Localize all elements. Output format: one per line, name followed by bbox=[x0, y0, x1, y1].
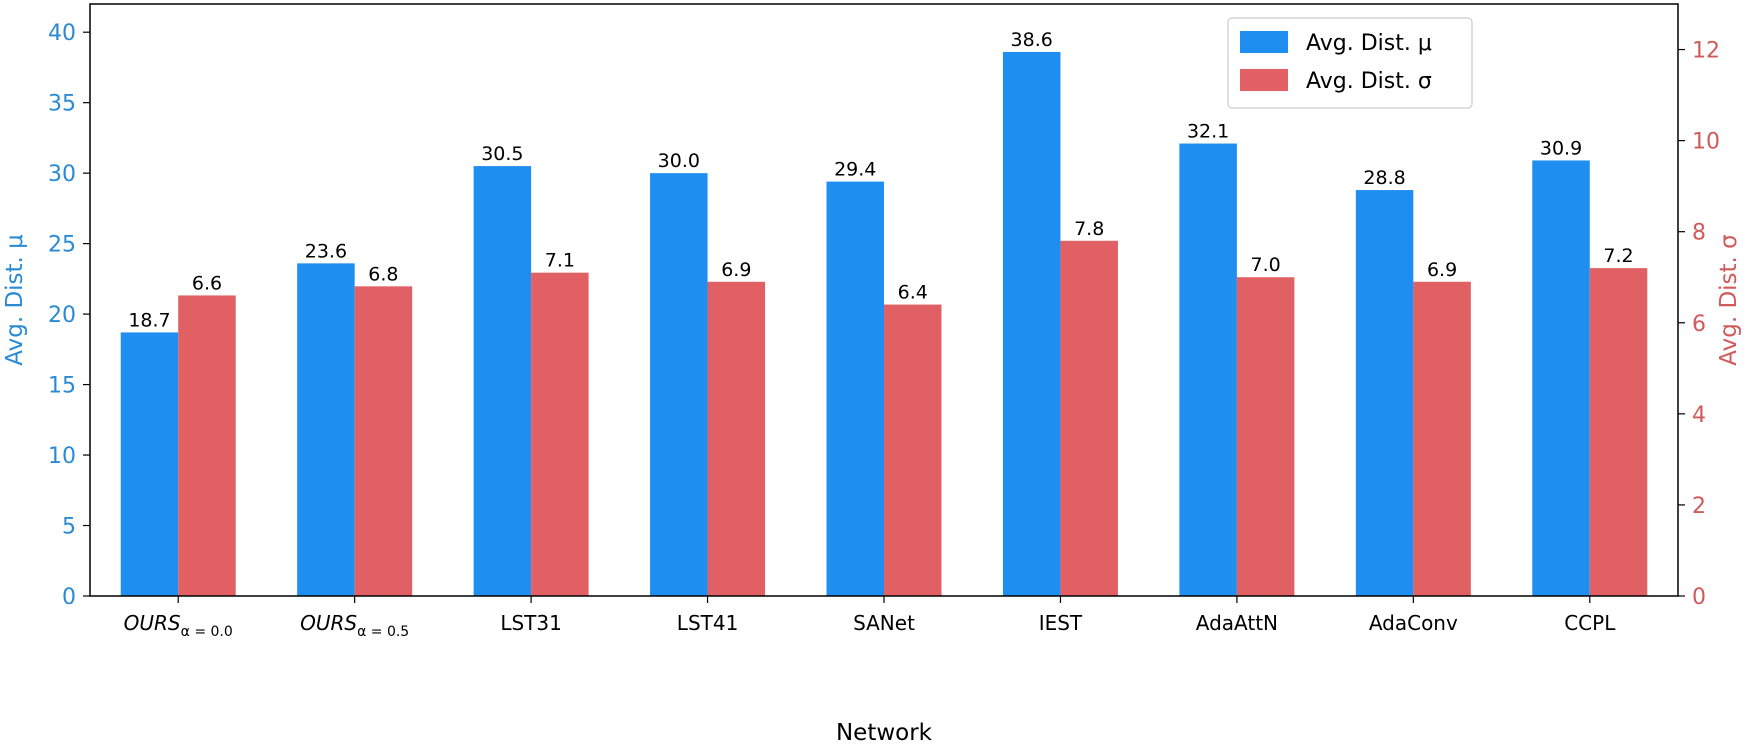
data-label-mu: 18.7 bbox=[128, 309, 170, 331]
data-labels-layer: 18.7 6.6 23.6 6.8 30.5 7.1 30.0 6.9 29.4 6.4 38.6 7… bbox=[128, 29, 1633, 331]
y-axis-left-title: Avg. Dist. μ bbox=[2, 234, 28, 366]
left-tick-label: 35 bbox=[48, 92, 76, 117]
right-tick-label: 10 bbox=[1692, 130, 1720, 155]
data-label-mu: 30.5 bbox=[481, 143, 523, 165]
bar-mu bbox=[1532, 160, 1590, 596]
bar-sigma bbox=[354, 286, 413, 596]
right-tick-label: 2 bbox=[1692, 494, 1706, 519]
x-tick-label: LST31 bbox=[500, 611, 562, 635]
data-label-sigma: 6.4 bbox=[898, 282, 928, 304]
data-label-sigma: 6.6 bbox=[192, 272, 222, 294]
right-tick-label: 8 bbox=[1692, 221, 1706, 246]
right-tick-label: 6 bbox=[1692, 312, 1706, 337]
data-label-mu: 30.9 bbox=[1540, 137, 1582, 159]
data-label-sigma: 7.0 bbox=[1251, 254, 1281, 276]
bar-sigma bbox=[178, 295, 236, 596]
legend: Avg. Dist. μ Avg. Dist. σ bbox=[1227, 17, 1473, 109]
bar-mu bbox=[1179, 143, 1237, 597]
data-label-mu: 29.4 bbox=[834, 159, 876, 181]
left-tick-label: 10 bbox=[48, 444, 76, 469]
left-tick-label: 30 bbox=[48, 162, 76, 187]
x-tick-label: OURSα = 0.5 bbox=[300, 611, 409, 640]
x-tick-label: AdaAttN bbox=[1196, 611, 1278, 635]
legend-box bbox=[1227, 17, 1473, 109]
data-label-sigma: 6.9 bbox=[1427, 259, 1457, 281]
x-tick-label: IEST bbox=[1039, 611, 1083, 635]
right-tick-label: 4 bbox=[1692, 403, 1706, 428]
data-label-mu: 32.1 bbox=[1187, 121, 1229, 143]
left-tick-label: 15 bbox=[48, 374, 76, 399]
legend-swatch bbox=[1240, 69, 1288, 91]
legend-swatch bbox=[1240, 31, 1288, 53]
x-tick-label: OURSα = 0.0 bbox=[124, 611, 233, 640]
data-label-mu: 38.6 bbox=[1011, 29, 1053, 51]
right-tick-label: 0 bbox=[1692, 585, 1706, 610]
data-label-mu: 23.6 bbox=[305, 240, 347, 262]
bar-sigma bbox=[531, 272, 589, 596]
data-label-sigma: 6.8 bbox=[368, 263, 398, 285]
left-tick-label: 25 bbox=[48, 233, 76, 258]
x-axis-title: Network bbox=[836, 720, 933, 746]
right-tick-label: 12 bbox=[1692, 39, 1720, 64]
left-tick-label: 5 bbox=[62, 515, 76, 540]
bar-mu bbox=[120, 332, 179, 596]
bar-sigma bbox=[1589, 268, 1648, 596]
data-label-mu: 30.0 bbox=[658, 150, 700, 172]
bar-sigma bbox=[707, 281, 766, 596]
bar-mu bbox=[473, 166, 532, 596]
x-tick-label: SANet bbox=[853, 611, 915, 635]
x-tick-label: CCPL bbox=[1564, 611, 1616, 635]
x-tick-label: LST41 bbox=[677, 611, 739, 635]
bar-sigma bbox=[1413, 281, 1471, 596]
data-label-mu: 28.8 bbox=[1363, 167, 1405, 189]
bar-mu bbox=[1355, 190, 1414, 597]
data-label-sigma: 7.1 bbox=[545, 250, 575, 272]
bar-sigma bbox=[1060, 240, 1118, 597]
axes-layer: 0 5 10 15 20 25 30 35 40 0 2 4 6 8 10 12 OURSα = 0.0 OURS… bbox=[2, 3, 1742, 746]
bar-mu bbox=[1002, 51, 1061, 596]
data-label-sigma: 6.9 bbox=[721, 259, 751, 281]
bar-sigma bbox=[884, 304, 942, 596]
left-tick-label: 20 bbox=[48, 303, 76, 328]
legend-label: Avg. Dist. μ bbox=[1306, 31, 1432, 56]
left-tick-label: 0 bbox=[62, 585, 76, 610]
bars-layer bbox=[120, 51, 1648, 597]
y-axis-right-title: Avg. Dist. σ bbox=[1716, 234, 1742, 366]
data-label-sigma: 7.8 bbox=[1074, 218, 1104, 240]
left-tick-label: 40 bbox=[48, 21, 76, 46]
bar-sigma bbox=[1236, 277, 1295, 596]
bar-mu bbox=[826, 181, 884, 596]
x-tick-label: AdaConv bbox=[1369, 611, 1458, 635]
data-label-sigma: 7.2 bbox=[1603, 245, 1633, 267]
bar-mu bbox=[650, 173, 708, 596]
bar-mu bbox=[297, 263, 355, 596]
legend-label: Avg. Dist. σ bbox=[1306, 69, 1432, 94]
